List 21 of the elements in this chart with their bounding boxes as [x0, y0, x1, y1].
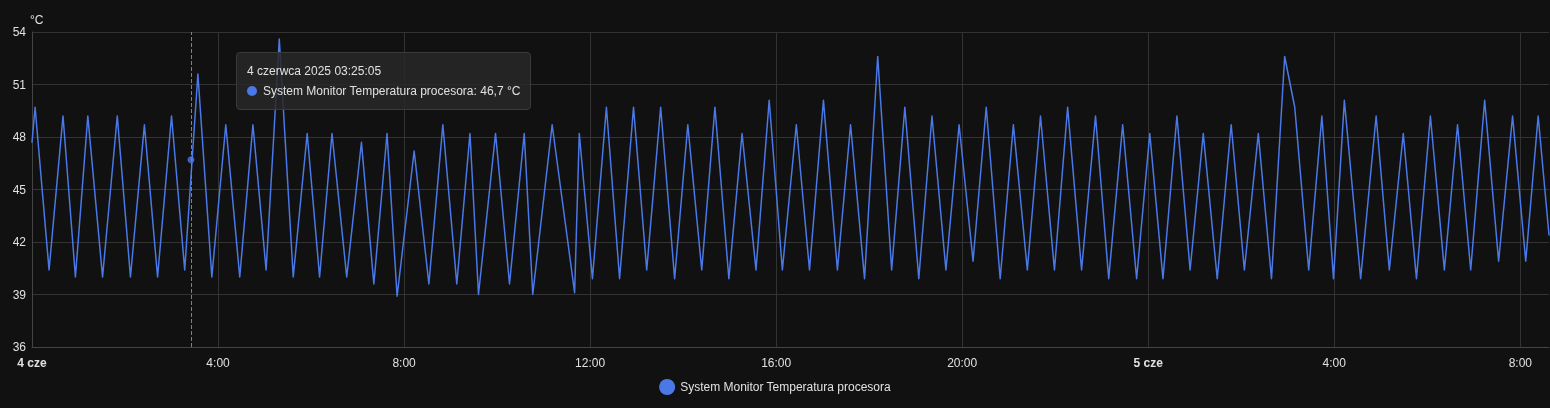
x-tick-label: 20:00 — [947, 356, 978, 370]
annotation: System Monitor Temperatura procesora: 46,7 °C — [263, 84, 521, 98]
y-tick-label: 48 — [12, 130, 27, 144]
x-tick-label: 4:00 — [1322, 356, 1347, 370]
y-tick-label: 54 — [12, 25, 27, 39]
line-series — [31, 38, 1550, 297]
y-tick-label: 36 — [12, 340, 27, 354]
x-tick-label: 5 cze — [1133, 356, 1164, 370]
y-axis-title: °C — [30, 13, 44, 27]
legend-label: System Monitor Temperatura procesora — [680, 380, 891, 394]
x-tick-label: 12:00 — [575, 356, 606, 370]
x-tick-label: 4 cze — [17, 356, 47, 370]
y-tick-label: 45 — [12, 182, 27, 197]
x-tick-label: 8:00 — [1508, 356, 1533, 370]
x-tick-label: 16:00 — [761, 356, 792, 370]
y-tick-label: 42 — [12, 235, 27, 249]
x-tick-label: 8:00 — [392, 356, 417, 370]
x-tick-label: 4:00 — [206, 356, 231, 370]
annotation: 4 czerwca 2025 03:25:05 — [247, 63, 383, 80]
y-tick-label: 39 — [12, 287, 27, 302]
y-tick-label: 51 — [12, 77, 27, 92]
